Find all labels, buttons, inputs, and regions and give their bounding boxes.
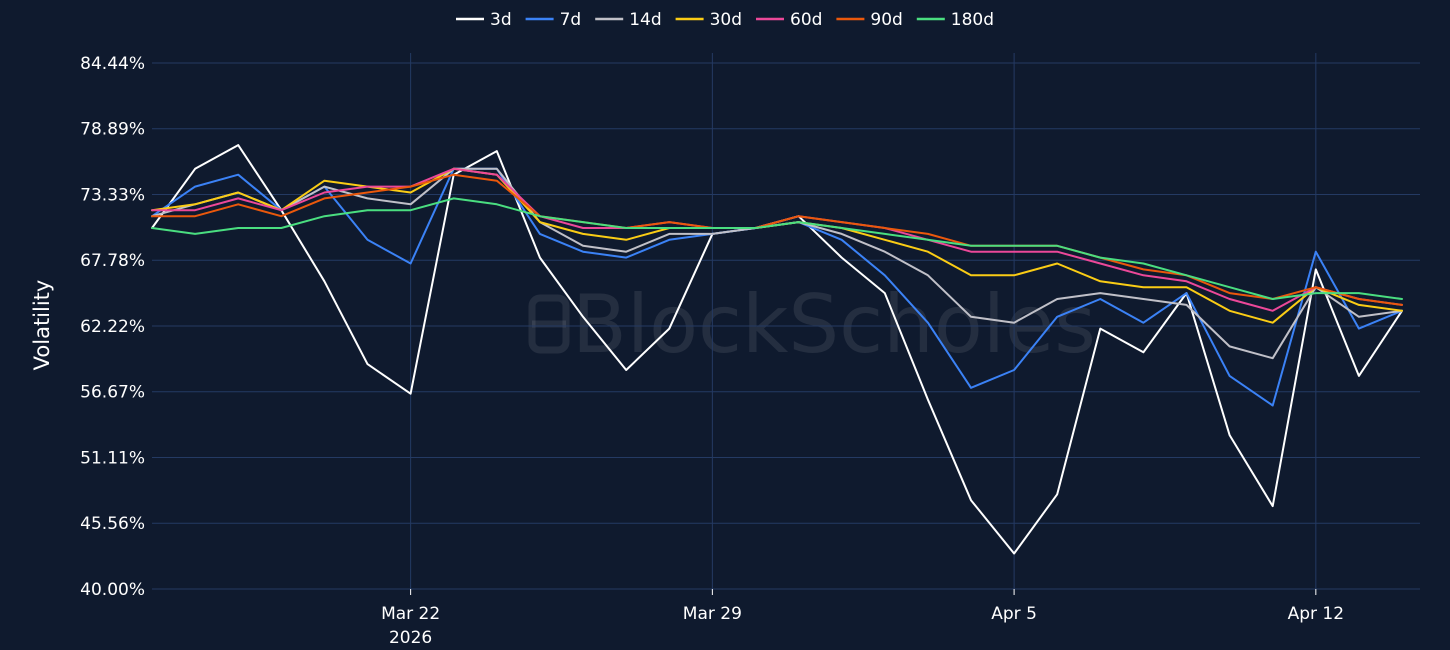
x-axis: Mar 22 2026 Mar 29 Apr 5 Apr 12 [381, 589, 1344, 648]
series-line-180d [151, 197, 1403, 300]
y-tick-label: 67.78% [80, 251, 145, 271]
legend-label: 30d [710, 10, 742, 30]
legend-item-14d[interactable]: 14d [595, 10, 662, 30]
y-tick-label: 40.00% [80, 580, 145, 600]
legend-label: 90d [870, 10, 902, 30]
x-tick-label: Apr 12 [1288, 604, 1344, 624]
y-tick-label: 45.56% [80, 514, 145, 534]
watermark-text: BlockScholes [572, 278, 1096, 371]
legend-label: 14d [629, 10, 661, 30]
x-tick-label: Mar 29 [683, 604, 742, 624]
legend-item-7d[interactable]: 7d [525, 10, 582, 30]
x-tick-sublabel: 2026 [389, 628, 432, 648]
x-tick-label: Mar 22 [381, 604, 440, 624]
legend-item-30d[interactable]: 30d [675, 10, 742, 30]
legend-item-180d[interactable]: 180d [916, 10, 994, 30]
legend-label: 3d [490, 10, 512, 30]
watermark-logo-icon [528, 294, 570, 354]
y-tick-label: 84.44% [80, 54, 145, 74]
legend-label: 60d [790, 10, 822, 30]
legend-item-60d[interactable]: 60d [756, 10, 822, 30]
y-tick-label: 78.89% [80, 120, 145, 140]
y-tick-label: 51.11% [80, 449, 145, 469]
legend-item-3d[interactable]: 3d [456, 10, 512, 30]
y-axis: 40.00% 45.56% 51.11% 56.67% 62.22% 67.78% 73.3… [80, 54, 145, 600]
y-axis-title: Volatility [30, 280, 54, 371]
series-layer [151, 144, 1403, 555]
legend-label: 7d [560, 10, 582, 30]
y-tick-label: 62.22% [80, 317, 145, 337]
legend: 3d 7d 14d 30d 60d 90d 180d [456, 10, 994, 30]
y-tick-label: 73.33% [80, 186, 145, 206]
legend-label: 180d [951, 10, 994, 30]
blockscholes-watermark: BlockScholes [528, 278, 1096, 371]
y-tick-label: 56.67% [80, 383, 145, 403]
x-tick-label: Apr 5 [991, 604, 1037, 624]
legend-item-90d[interactable]: 90d [836, 10, 903, 30]
